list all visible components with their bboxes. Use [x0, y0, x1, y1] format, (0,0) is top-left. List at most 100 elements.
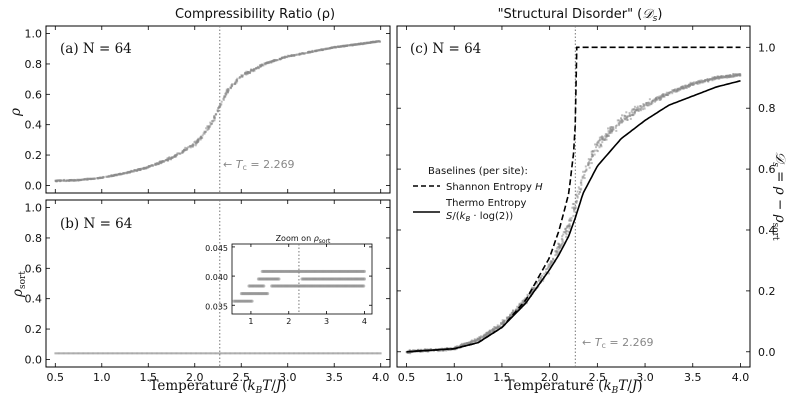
- ds-point: [659, 96, 662, 99]
- ds-point: [693, 81, 696, 84]
- ds-point: [543, 272, 546, 275]
- rho-sort-point: [295, 352, 298, 355]
- ds-point: [596, 141, 599, 144]
- ds-point: [420, 350, 423, 353]
- ds-point: [567, 230, 570, 233]
- ds-point: [502, 320, 505, 323]
- ds-point: [544, 268, 547, 271]
- rho-sort-point: [336, 352, 339, 355]
- ds-point: [731, 75, 734, 78]
- rho-point: [291, 54, 294, 57]
- ds-point: [533, 288, 536, 291]
- ds-point: [631, 111, 634, 114]
- ds-point: [656, 98, 659, 101]
- ds-point: [601, 138, 604, 141]
- rho-sort-point: [372, 352, 375, 355]
- xtick-label: 3.0: [636, 371, 654, 384]
- ds-point: [573, 210, 576, 213]
- rho-point: [298, 52, 301, 55]
- ds-point: [583, 177, 586, 180]
- ds-point: [673, 89, 676, 92]
- rho-point: [151, 164, 154, 167]
- rho-sort-point: [90, 352, 93, 355]
- panel-a-xticks: [54, 26, 382, 193]
- ytick-label: 0.8: [758, 102, 776, 115]
- panel-b-label: (b) N = 64: [60, 216, 132, 232]
- rho-sort-point: [171, 352, 174, 355]
- ds-point: [552, 259, 555, 262]
- rho-sort-point: [94, 352, 97, 355]
- ds-point: [482, 335, 485, 338]
- rho-sort-point: [232, 352, 235, 355]
- ds-point: [730, 76, 733, 79]
- ds-point: [671, 89, 674, 92]
- rho-point: [372, 40, 375, 43]
- rho-point: [63, 179, 66, 182]
- ds-point: [626, 115, 629, 118]
- ds-point: [489, 331, 492, 334]
- ds-point: [661, 94, 664, 97]
- rho-sort-point: [55, 352, 58, 355]
- xtick-label: 1.5: [493, 371, 511, 384]
- rho-point: [102, 176, 105, 179]
- rho-sort-point: [369, 352, 372, 355]
- rho-sort-point: [338, 352, 341, 355]
- rho-point: [366, 42, 369, 45]
- ds-point: [571, 202, 574, 205]
- ds-point: [637, 107, 640, 110]
- rho-sort-point: [342, 352, 345, 355]
- panel-c-label: (c) N = 64: [410, 41, 481, 57]
- ds-point: [516, 305, 519, 308]
- rho-sort-point: [290, 352, 293, 355]
- ds-point: [640, 106, 643, 109]
- rho-sort-point: [124, 352, 127, 355]
- rho-point: [137, 168, 140, 171]
- ds-point: [618, 120, 621, 123]
- ds-point: [534, 283, 537, 286]
- rho-point: [219, 102, 222, 105]
- ds-point: [551, 261, 554, 264]
- rho-sort-point: [339, 352, 342, 355]
- ds-point: [472, 341, 475, 344]
- rho-sort-point: [107, 352, 110, 355]
- rho-point: [286, 54, 289, 57]
- rho-point: [81, 178, 84, 181]
- rho-point: [230, 84, 233, 87]
- ds-point: [454, 345, 457, 348]
- ds-point: [488, 332, 491, 335]
- inset-point: [362, 269, 367, 274]
- rho-point: [206, 126, 209, 129]
- rho-point: [308, 51, 311, 54]
- ds-point: [599, 144, 602, 147]
- rho-point: [207, 125, 210, 128]
- ds-point: [625, 111, 628, 114]
- ds-point: [562, 231, 565, 234]
- rho-sort-point: [318, 352, 321, 355]
- xtick-label: 1.5: [140, 371, 158, 384]
- ds-point: [591, 153, 594, 156]
- ds-point: [501, 321, 504, 324]
- rho-sort-point: [159, 352, 162, 355]
- rho-sort-point: [79, 352, 82, 355]
- rho-sort-point: [227, 352, 230, 355]
- ds-point: [572, 214, 575, 217]
- rho-sort-point: [291, 352, 294, 355]
- inset-point: [362, 277, 367, 281]
- ds-point: [501, 323, 504, 326]
- rho-sort-point: [161, 352, 164, 355]
- rho-sort-point: [200, 352, 203, 355]
- ds-point: [681, 86, 684, 89]
- rho-sort-point: [58, 352, 61, 355]
- rho-sort-point: [340, 352, 343, 355]
- panel-c-title: "Structural Disorder" (𝒟s): [498, 7, 663, 24]
- rho-sort-point: [245, 352, 248, 355]
- ds-point: [507, 316, 510, 319]
- rho-sort-point: [303, 352, 306, 355]
- rho-sort-point: [313, 352, 316, 355]
- ds-point: [699, 81, 702, 84]
- ds-point: [485, 334, 488, 337]
- rho-sort-point: [183, 352, 186, 355]
- rho-point: [293, 54, 296, 57]
- ds-point: [665, 93, 668, 96]
- ds-point: [587, 158, 590, 161]
